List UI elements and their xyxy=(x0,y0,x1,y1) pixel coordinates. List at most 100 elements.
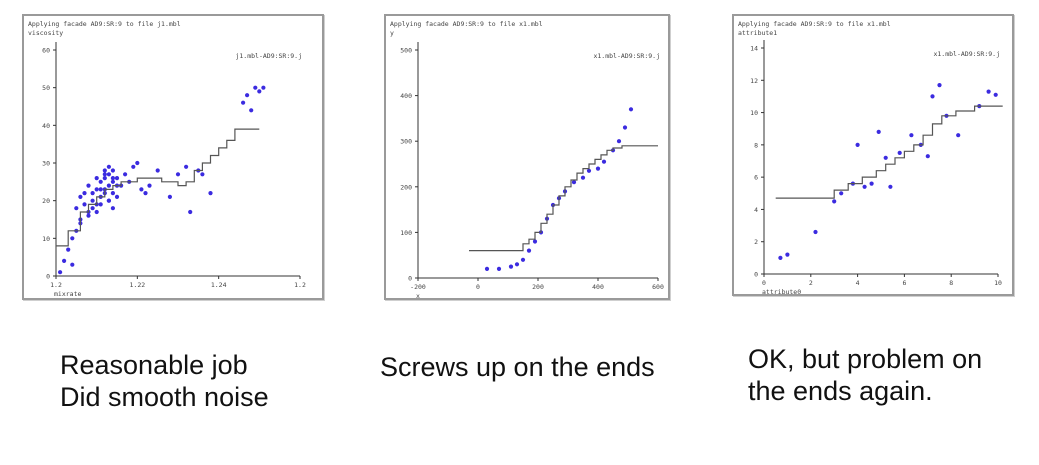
data-point xyxy=(98,202,103,207)
data-point xyxy=(90,198,95,203)
data-point xyxy=(484,266,490,271)
x-axis-label: mixrate xyxy=(54,290,81,298)
data-point xyxy=(595,166,601,171)
data-point xyxy=(94,209,99,215)
data-point xyxy=(70,236,75,241)
data-point xyxy=(208,191,213,196)
x-tick-label: 200 xyxy=(532,283,544,291)
data-point xyxy=(616,139,622,144)
data-point xyxy=(257,89,262,94)
data-point xyxy=(622,125,628,130)
data-point xyxy=(86,183,91,188)
data-point xyxy=(106,172,111,177)
chart-panel-attribute1: Applying facade AD9:SR:9 to file x1.mbl a… xyxy=(732,14,1014,296)
data-point xyxy=(855,142,860,147)
x-tick-label: 1.2 xyxy=(50,281,62,289)
chart-header: Applying facade AD9:SR:9 to file j1.mbl xyxy=(28,20,181,28)
data-point xyxy=(131,164,136,169)
scatter-plot-viscosity: Applying facade AD9:SR:9 to file j1.mblv… xyxy=(28,20,306,298)
data-point xyxy=(876,129,881,134)
y-tick-label: 2 xyxy=(754,238,758,246)
caption-chart-3: OK, but problem on the ends again. xyxy=(748,343,982,407)
caption-line-1: Reasonable job xyxy=(60,350,248,380)
y-tick-label: 30 xyxy=(42,160,50,168)
data-point xyxy=(102,176,107,181)
y-tick-label: 500 xyxy=(400,47,412,55)
data-point xyxy=(110,176,115,181)
x-tick-label: 6 xyxy=(902,279,906,287)
y-tick-label: 6 xyxy=(754,174,758,182)
data-point xyxy=(102,172,107,177)
data-point xyxy=(571,180,577,185)
data-point xyxy=(956,133,961,138)
x-tick-label: 8 xyxy=(949,279,953,287)
data-point xyxy=(580,175,586,180)
data-point xyxy=(94,176,99,181)
data-point xyxy=(123,172,128,177)
data-point xyxy=(520,257,526,262)
data-point xyxy=(188,209,193,215)
data-point xyxy=(94,187,99,192)
y-tick-label: 20 xyxy=(42,197,50,205)
data-point xyxy=(106,198,111,203)
data-point xyxy=(897,150,902,155)
data-point xyxy=(245,93,250,98)
x-tick-label: 4 xyxy=(856,279,860,287)
data-point xyxy=(785,252,790,257)
data-point xyxy=(58,270,63,275)
data-point xyxy=(114,194,120,199)
scatter-plot-attribute1: Applying facade AD9:SR:9 to file x1.mbla… xyxy=(738,20,1003,294)
data-point xyxy=(184,164,189,169)
data-point xyxy=(832,199,837,204)
caption-line-1: Screws up on the ends xyxy=(380,352,655,382)
y-tick-label: 100 xyxy=(400,229,412,237)
y-axis-label: viscosity xyxy=(28,29,63,37)
data-point xyxy=(106,183,111,188)
chart-panel-viscosity: Applying facade AD9:SR:9 to file j1.mbl v… xyxy=(22,14,324,300)
data-point xyxy=(82,202,87,207)
y-tick-label: 40 xyxy=(42,122,50,130)
data-point xyxy=(241,100,246,105)
series-legend: x1.mbl-AD9:SR:9.j xyxy=(933,50,1000,58)
data-point xyxy=(200,172,205,177)
x-tick-label: 1.2 xyxy=(294,281,306,289)
data-point xyxy=(508,264,514,269)
y-tick-label: 10 xyxy=(750,109,758,117)
data-point xyxy=(143,191,148,196)
data-point xyxy=(70,262,75,267)
data-point xyxy=(930,94,935,99)
y-tick-label: 4 xyxy=(754,206,758,214)
fitted-step-line xyxy=(469,145,658,252)
data-point xyxy=(986,89,991,94)
data-point xyxy=(110,179,115,184)
caption-line-2: the ends again. xyxy=(748,376,933,406)
data-point xyxy=(102,168,107,173)
data-point xyxy=(135,160,140,166)
data-point xyxy=(155,168,160,173)
data-point xyxy=(937,83,942,88)
y-tick-label: 400 xyxy=(400,92,412,100)
x-tick-label: 1.24 xyxy=(211,281,227,289)
y-tick-label: 8 xyxy=(754,141,758,149)
data-point xyxy=(862,184,867,189)
data-point xyxy=(869,181,874,186)
data-point xyxy=(496,266,502,271)
data-point xyxy=(925,154,930,159)
y-tick-label: 0 xyxy=(754,271,758,279)
data-point xyxy=(249,108,254,113)
x-tick-label: 1.22 xyxy=(130,281,146,289)
scatter-plot-y: Applying facade AD9:SR:9 to file x1.mbly… xyxy=(390,20,664,298)
data-point xyxy=(586,168,592,173)
data-point xyxy=(628,107,634,112)
data-point xyxy=(167,194,172,199)
y-axis-label: y xyxy=(390,29,394,37)
data-point xyxy=(778,255,783,260)
y-tick-label: 12 xyxy=(750,77,758,85)
caption-chart-2: Screws up on the ends xyxy=(380,351,655,383)
y-tick-label: 50 xyxy=(42,84,50,92)
chart-header: Applying facade AD9:SR:9 to file x1.mbl xyxy=(390,20,543,28)
caption-line-1: OK, but problem on xyxy=(748,344,983,374)
series-legend: x1.mbl-AD9:SR:9.j xyxy=(593,52,660,60)
data-point xyxy=(114,176,120,181)
series-legend: j1.mbl-AD9:SR:9.j xyxy=(235,52,302,60)
